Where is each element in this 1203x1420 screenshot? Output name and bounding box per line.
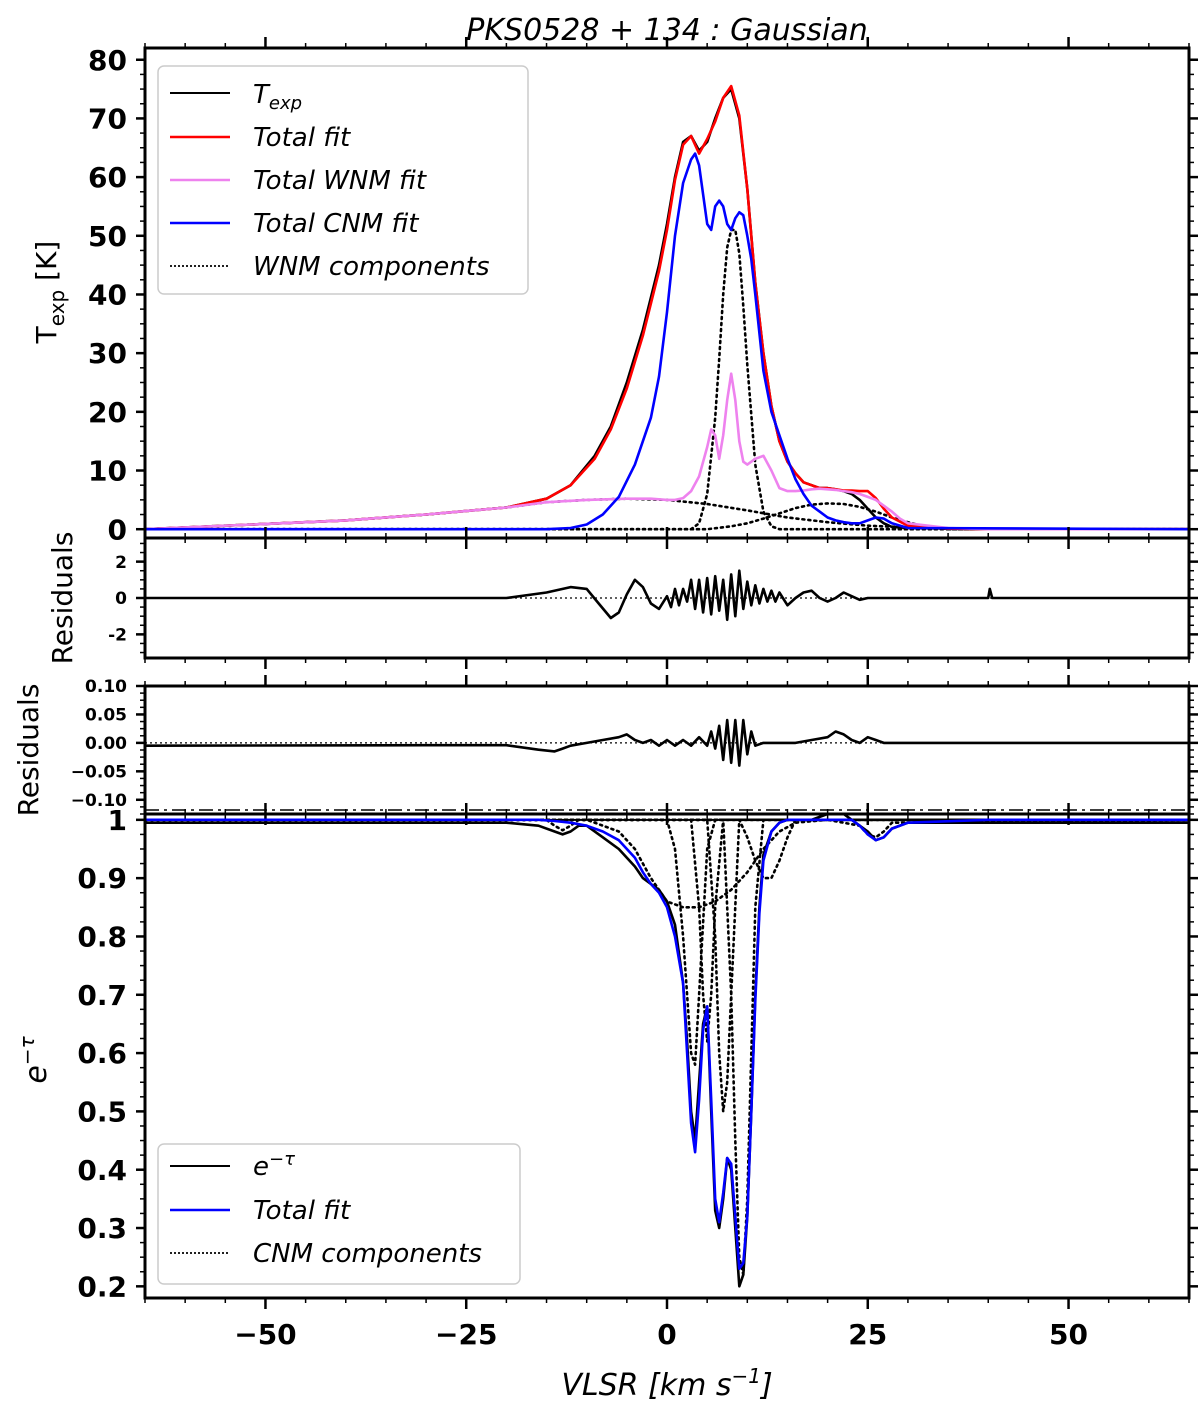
- ylabel-emission: Texp [K]: [30, 241, 69, 345]
- ytick-label: 0.7: [77, 979, 127, 1012]
- series-line-cnm-comp-3: [145, 818, 1189, 1043]
- xtick-label: −25: [435, 1318, 497, 1351]
- series-line-cnm-comp-1: [145, 818, 1189, 909]
- series-line-wnm-comp-3: [145, 502, 1189, 531]
- series-line-total-cnm-fit: [145, 152, 1189, 531]
- ytick-label: 30: [88, 337, 127, 370]
- ytick-label: 70: [88, 102, 127, 135]
- series-line-e-tau: [145, 814, 1189, 1288]
- series-line-e-tau-residuals: [145, 718, 1189, 767]
- ylabel-absorption: e−τ: [15, 1035, 54, 1083]
- ylabel-absorption-residuals: Residuals: [12, 684, 45, 817]
- ytick-label: −0.10: [71, 791, 127, 811]
- legend-wnm-fit-label: Total WNM fit: [253, 166, 427, 196]
- ytick-label: 20: [88, 396, 127, 429]
- legend-emission: Texp Total fit Total WNM fit Total CNM f…: [157, 65, 529, 295]
- absorption-residuals-panel: 0.10 0.05 0.00 −0.05 −0.10: [71, 675, 1198, 825]
- ytick-label: 0.6: [77, 1037, 127, 1070]
- series-group: [145, 814, 1189, 1288]
- series-line-wnm-comp-1: [145, 497, 1189, 531]
- series-line-cnm-comp-6: [145, 818, 1189, 880]
- series-line-total-fit: [145, 84, 1189, 531]
- series-line-cnm-comp-4: [145, 818, 1189, 1113]
- ytick-label: 0.4: [77, 1154, 127, 1187]
- ytick-label: 0.10: [85, 677, 127, 697]
- legend-etau-label: e−τ: [253, 1149, 295, 1182]
- ytick-label: 0.5: [77, 1095, 127, 1128]
- legend-total-fit-abs-label: Total fit: [253, 1196, 351, 1226]
- ylabel-emission-residuals: Residuals: [46, 532, 79, 665]
- xlabel: VLSR [km s−1]: [561, 1364, 772, 1403]
- ytick-label: 2: [115, 553, 127, 573]
- ytick-label: -2: [108, 625, 127, 645]
- series-group: [145, 718, 1189, 767]
- ytick-label: 0.9: [77, 862, 127, 895]
- absorption-panel: 1 0.9 0.8 0.7 0.6 0.5 0.4 0.3 0.2 −50 −25 0 25 50: [77, 803, 1198, 1351]
- emission-panel: 0 10 20 30 40 50 60 70 80: [88, 37, 1198, 549]
- ytick-label: 80: [88, 44, 127, 77]
- legend-wnm-components-label: WNM components: [253, 252, 490, 282]
- xtick-label: 0: [657, 1318, 676, 1351]
- plot-frame: [143, 684, 1191, 816]
- ytick-label: 0.8: [77, 921, 127, 954]
- legend-cnm-components-label: CNM components: [253, 1239, 482, 1269]
- emission-residuals-panel: -2 0 2: [108, 527, 1198, 669]
- legend-texp-label: Texp: [253, 80, 302, 114]
- ytick-label: 0: [108, 513, 127, 546]
- series-line-t-exp-residuals: [145, 569, 1189, 622]
- xtick-label: 25: [848, 1318, 887, 1351]
- legend-total-fit-label: Total fit: [253, 123, 351, 153]
- ytick-label: 0.2: [77, 1270, 127, 1303]
- series-group: [145, 84, 1189, 531]
- ytick-label: −0.05: [71, 762, 127, 782]
- ytick-label: 40: [88, 279, 127, 312]
- ytick-label: 0: [115, 589, 127, 609]
- series-line-cnm-comp-7: [145, 818, 1189, 839]
- ytick-label: 60: [88, 161, 127, 194]
- xtick-label: −50: [234, 1318, 296, 1351]
- ytick-label: 50: [88, 220, 127, 253]
- ytick-label: 0.00: [85, 734, 127, 754]
- ytick-label: 0.3: [77, 1212, 127, 1245]
- ytick-label: 10: [88, 455, 127, 488]
- series-line-wnm-comp-2: [145, 228, 1189, 531]
- series-line-cnm-comp-2: [145, 818, 1189, 1066]
- legend-absorption: e−τ Total fit CNM components: [157, 1143, 521, 1285]
- ytick-label: 1: [108, 804, 127, 837]
- legend-cnm-fit-label: Total CNM fit: [253, 209, 419, 239]
- series-group: [145, 569, 1189, 622]
- xtick-label: 50: [1049, 1318, 1088, 1351]
- series-line-total-wnm-fit: [145, 372, 1189, 531]
- series-line-total-fit: [145, 818, 1189, 1271]
- ytick-label: 0.05: [85, 706, 127, 726]
